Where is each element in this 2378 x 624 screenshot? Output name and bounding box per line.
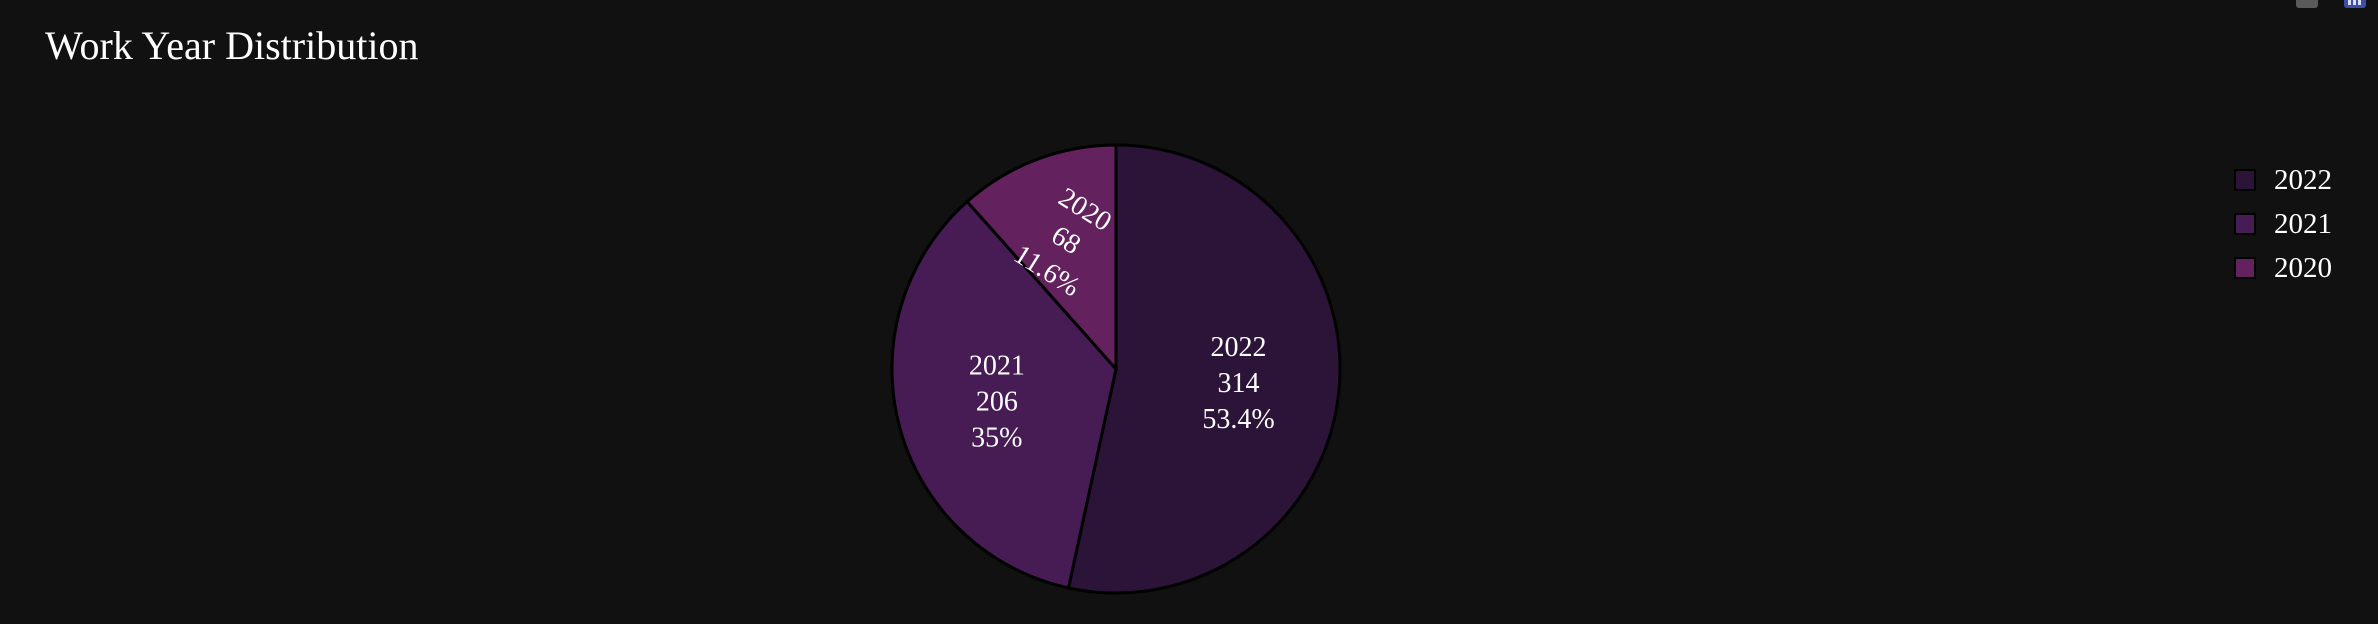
legend-swatch bbox=[2234, 213, 2256, 235]
pie-label-2022: 2022 314 53.4% bbox=[1202, 332, 1274, 435]
legend-swatch bbox=[2234, 169, 2256, 191]
chart-legend: 2022 2021 2020 bbox=[2234, 158, 2332, 290]
legend-swatch bbox=[2234, 257, 2256, 279]
chart-title: Work Year Distribution bbox=[45, 23, 419, 68]
pie-slice-2020[interactable] bbox=[965, 143, 1118, 373]
pie-slices bbox=[890, 143, 1342, 595]
legend-label: 2022 bbox=[2274, 163, 2332, 196]
slice-label-name: 2021 bbox=[969, 350, 1025, 381]
legend-label: 2021 bbox=[2274, 207, 2332, 240]
slice-label-value: 206 bbox=[976, 386, 1018, 417]
slice-label-percent: 35% bbox=[971, 422, 1022, 453]
legend-label: 2020 bbox=[2274, 251, 2332, 284]
pie-slice-2022[interactable] bbox=[1066, 143, 1342, 595]
camera-icon[interactable] bbox=[2296, 0, 2318, 8]
pie-label-2021: 2021 206 35% bbox=[969, 350, 1025, 453]
legend-item-2020[interactable]: 2020 bbox=[2234, 246, 2332, 290]
chart-modebar bbox=[2278, 0, 2378, 10]
pie-slice-2021[interactable] bbox=[890, 199, 1118, 590]
slice-label-value: 314 bbox=[1217, 368, 1259, 399]
legend-item-2022[interactable]: 2022 bbox=[2234, 158, 2332, 202]
slice-label-name: 2022 bbox=[1210, 332, 1266, 363]
slice-label-percent: 53.4% bbox=[1202, 404, 1274, 435]
bar-chart-icon[interactable] bbox=[2344, 0, 2366, 8]
legend-item-2021[interactable]: 2021 bbox=[2234, 202, 2332, 246]
